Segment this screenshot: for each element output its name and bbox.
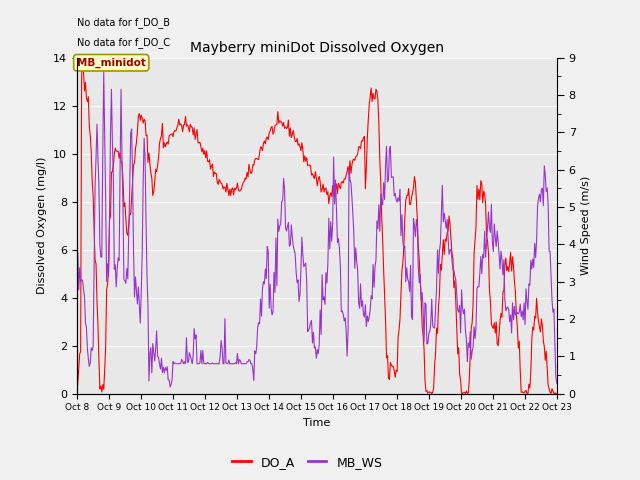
DO_A xyxy=(543,365,551,371)
DO_A xyxy=(79,56,86,62)
MB_WS xyxy=(100,69,108,74)
Y-axis label: Wind Speed (m/s): Wind Speed (m/s) xyxy=(581,176,591,275)
DO_A xyxy=(428,391,436,396)
MB_WS xyxy=(543,185,551,191)
MB_WS xyxy=(468,348,476,354)
MB_WS xyxy=(360,314,368,320)
Y-axis label: Dissolved Oxygen (mg/l): Dissolved Oxygen (mg/l) xyxy=(37,157,47,294)
DO_A xyxy=(360,135,367,141)
Legend: DO_A, MB_WS: DO_A, MB_WS xyxy=(227,451,387,474)
DO_A xyxy=(468,320,476,325)
Text: MB_minidot: MB_minidot xyxy=(77,58,146,68)
MB_WS xyxy=(335,236,342,241)
Text: No data for f_DO_B: No data for f_DO_B xyxy=(77,17,170,28)
DO_A xyxy=(333,191,341,196)
MB_WS xyxy=(166,384,174,390)
Line: MB_WS: MB_WS xyxy=(77,72,557,387)
DO_A xyxy=(305,162,312,168)
MB_WS xyxy=(303,278,310,284)
MB_WS xyxy=(73,261,81,267)
Text: No data for f_DO_C: No data for f_DO_C xyxy=(77,37,170,48)
DO_A xyxy=(302,158,310,164)
DO_A xyxy=(73,388,81,394)
X-axis label: Time: Time xyxy=(303,418,330,428)
MB_WS xyxy=(553,381,561,386)
MB_WS xyxy=(306,324,314,330)
Title: Mayberry miniDot Dissolved Oxygen: Mayberry miniDot Dissolved Oxygen xyxy=(190,41,444,55)
DO_A xyxy=(553,391,561,396)
Line: DO_A: DO_A xyxy=(77,59,557,394)
